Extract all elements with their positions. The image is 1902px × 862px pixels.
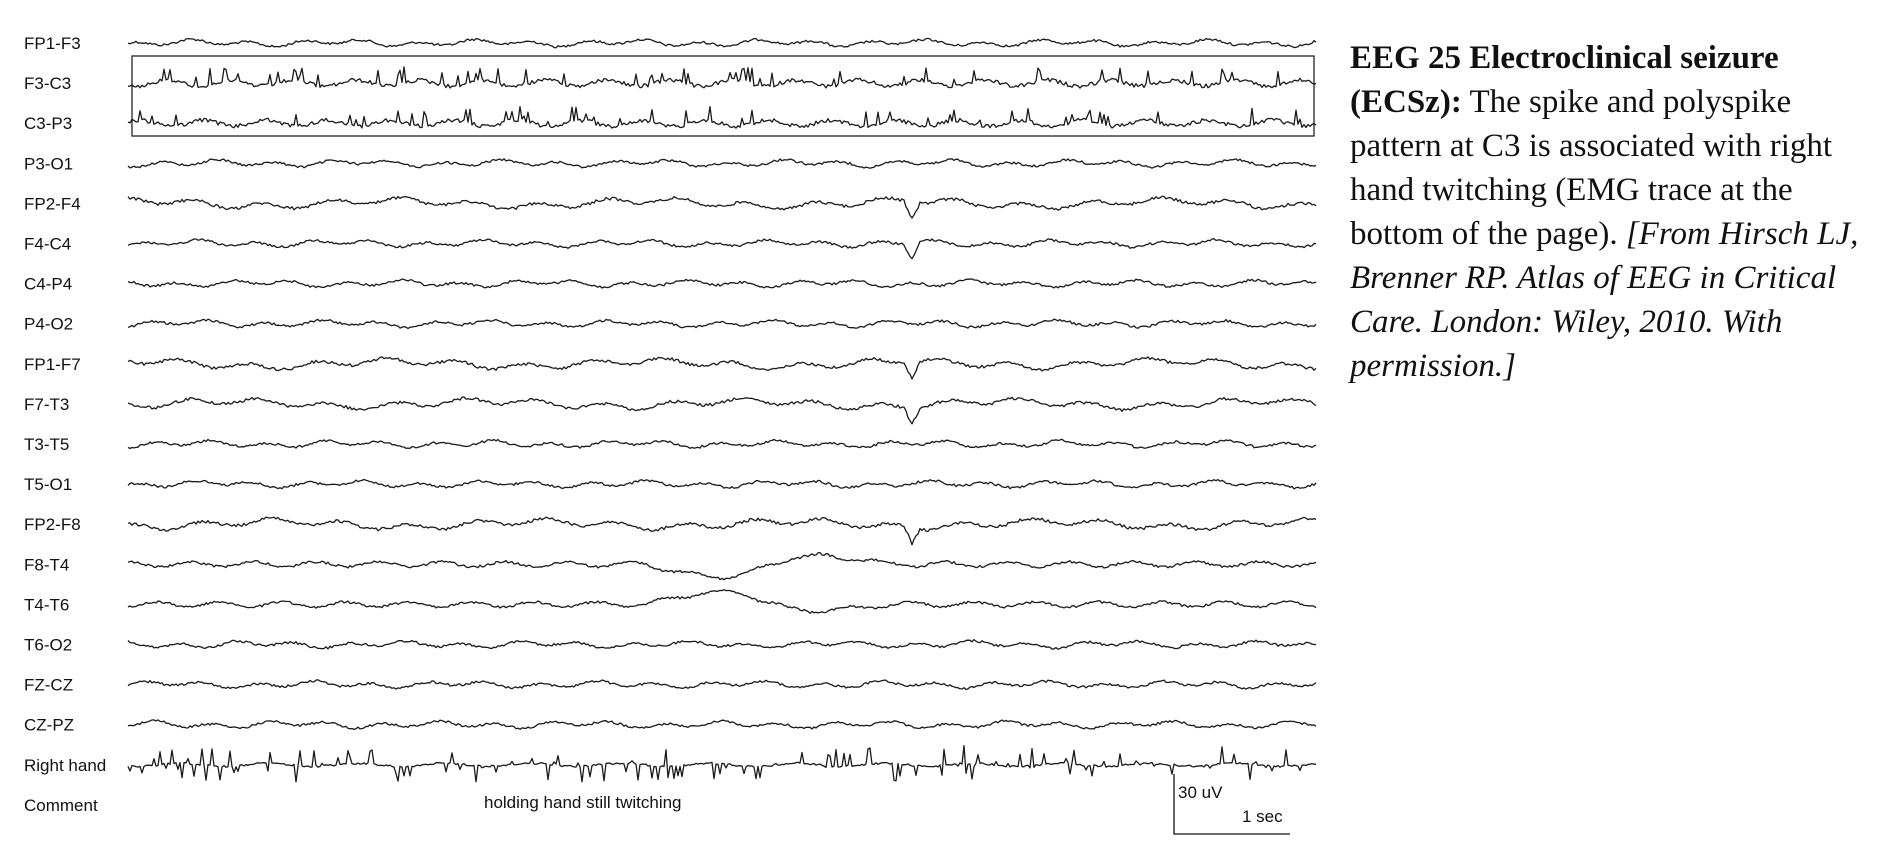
trace-fp2-f4 bbox=[127, 195, 1317, 219]
channel-label-c3-p3: C3-P3 bbox=[24, 114, 72, 133]
channel-label-t4-t6: T4-T6 bbox=[24, 595, 69, 614]
channel-label-fz-cz: FZ-CZ bbox=[24, 676, 73, 695]
channel-label-cz-pz: CZ-PZ bbox=[24, 716, 74, 735]
channel-label-f7-t3: F7-T3 bbox=[24, 395, 69, 414]
trace-fp1-f7 bbox=[127, 356, 1317, 380]
trace-t4-t6 bbox=[127, 589, 1317, 614]
channel-label-t5-o1: T5-O1 bbox=[24, 475, 72, 494]
channel-label-p3-o1: P3-O1 bbox=[24, 154, 73, 173]
trace-p3-o1 bbox=[127, 158, 1317, 169]
channel-label-f3-c3: F3-C3 bbox=[24, 74, 71, 93]
eeg-trace-panel: FP1-F3 F3-C3 C3-P3 P3-O1 FP2-F4 F4-C4 C4-P4 P4-… bbox=[24, 34, 1317, 835]
channel-label-t6-o2: T6-O2 bbox=[24, 636, 72, 655]
trace-cz-pz bbox=[127, 719, 1317, 731]
trace-f7-t3 bbox=[127, 396, 1317, 425]
channel-label-f4-c4: F4-C4 bbox=[24, 235, 71, 254]
trace-c4-p4 bbox=[127, 278, 1317, 289]
calibration-bar bbox=[1173, 774, 1290, 835]
channel-label-fp2-f8: FP2-F8 bbox=[24, 515, 81, 534]
caption-title: EEG 25 Electroclinical seizure (ECSz): bbox=[1350, 40, 1779, 120]
trace-f8-t4 bbox=[127, 551, 1317, 581]
trace-p4-o2 bbox=[127, 318, 1317, 330]
calibration-scale: 30 uV 1 sec bbox=[1173, 774, 1290, 835]
trace-f3-c3 bbox=[127, 66, 1317, 89]
scale-amplitude-label: 30 uV bbox=[1178, 783, 1223, 802]
channel-label-f8-t4: F8-T4 bbox=[24, 555, 69, 574]
caption-citation: [From Hirsch LJ, Brenner RP. Atlas of EE… bbox=[1350, 216, 1859, 384]
scale-time-label: 1 sec bbox=[1242, 807, 1283, 826]
trace-right-hand bbox=[127, 745, 1317, 783]
channel-label-p4-o2: P4-O2 bbox=[24, 315, 73, 334]
caption-body: The spike and polyspike pattern at C3 is… bbox=[1350, 84, 1833, 252]
comment-annotation: holding hand still twitching bbox=[484, 793, 682, 812]
trace-t3-t5 bbox=[127, 438, 1317, 450]
trace-fp2-f8 bbox=[127, 516, 1317, 546]
trace-t6-o2 bbox=[127, 638, 1317, 650]
channel-label-t3-t5: T3-T5 bbox=[24, 435, 69, 454]
eeg-figure: FP1-F3 F3-C3 C3-P3 P3-O1 FP2-F4 F4-C4 C4-P4 P4-… bbox=[24, 34, 1317, 835]
channel-label-c4-p4: C4-P4 bbox=[24, 275, 72, 294]
channel-label-fp2-f4: FP2-F4 bbox=[24, 194, 81, 213]
trace-fp1-f3 bbox=[127, 37, 1317, 49]
trace-f4-c4 bbox=[127, 238, 1317, 260]
channel-label-fp1-f3: FP1-F3 bbox=[24, 34, 81, 53]
seizure-highlight-box bbox=[131, 55, 1315, 137]
figure-caption: EEG 25 Electroclinical seizure (ECSz): T… bbox=[1350, 36, 1890, 388]
channel-label-fp1-f7: FP1-F7 bbox=[24, 355, 81, 374]
trace-c3-p3 bbox=[127, 105, 1317, 129]
trace-fz-cz bbox=[127, 679, 1317, 691]
channel-label-comment: Comment bbox=[24, 796, 98, 815]
trace-t5-o1 bbox=[127, 478, 1317, 490]
channel-label-right-hand: Right hand bbox=[24, 756, 106, 775]
